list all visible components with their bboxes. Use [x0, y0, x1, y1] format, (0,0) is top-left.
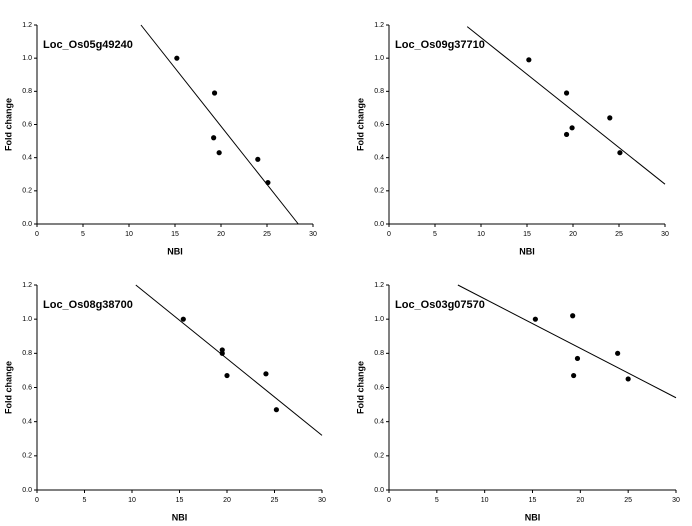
y-tick-label: 1.2: [374, 22, 384, 29]
y-axis-label: Fold change: [355, 361, 365, 414]
point: [532, 316, 538, 322]
y-tick-label: 0.2: [22, 188, 32, 195]
x-axis-label: NBI: [167, 246, 183, 256]
x-tick-label: 0: [387, 231, 391, 238]
point: [574, 355, 581, 362]
annotation: Loc_Os05g49240: [43, 39, 133, 51]
y-tick-label: 0.8: [22, 350, 32, 357]
x-tick-label: 20: [223, 497, 231, 504]
y-tick-label: 0.2: [22, 453, 32, 460]
point: [569, 125, 575, 131]
x-axis-label: NBI: [519, 246, 535, 256]
point: [563, 131, 570, 138]
y-tick-label: 1.0: [374, 55, 384, 62]
y-tick-label: 0.0: [22, 487, 32, 494]
y-tick-label: 1.0: [374, 316, 384, 323]
x-tick-label: 15: [529, 497, 537, 504]
y-tick-label: 0.6: [374, 384, 384, 391]
trendline: [140, 24, 299, 225]
x-tick-label: 5: [435, 497, 439, 504]
point: [571, 372, 577, 379]
point: [255, 156, 261, 162]
y-tick-label: 0.2: [374, 453, 384, 460]
x-tick-label: 5: [81, 231, 85, 238]
y-tick-label: 0.4: [374, 155, 384, 162]
y-tick-label: 0.4: [374, 419, 384, 426]
y-tick-label: 0.8: [22, 88, 32, 95]
x-tick-label: 25: [624, 497, 632, 504]
x-tick-label: 30: [309, 231, 317, 238]
y-tick-label: 1.2: [374, 282, 384, 289]
y-tick-label: 0.0: [374, 221, 384, 228]
annotation: Loc_Os03g07570: [395, 299, 485, 311]
x-tick-label: 0: [387, 497, 391, 504]
point: [526, 57, 532, 63]
x-tick-label: 5: [83, 497, 87, 504]
x-tick-label: 15: [523, 231, 531, 238]
y-tick-label: 0.4: [22, 155, 32, 162]
point: [180, 316, 186, 322]
point: [219, 350, 225, 356]
y-tick-label: 1.2: [22, 282, 32, 289]
annotation: Loc_Os09g37710: [395, 39, 485, 51]
point: [625, 376, 631, 382]
x-tick-label: 30: [672, 497, 680, 504]
point: [211, 90, 218, 96]
x-axis-label: NBI: [172, 512, 188, 522]
trendline: [466, 26, 666, 185]
y-tick-label: 0.0: [374, 487, 384, 494]
x-tick-label: 30: [318, 497, 326, 504]
point: [273, 407, 279, 413]
point: [174, 55, 180, 61]
y-tick-label: 0.8: [374, 350, 384, 357]
y-tick-label: 0.8: [374, 88, 384, 95]
x-tick-label: 20: [576, 497, 584, 504]
y-tick-label: 0.4: [22, 419, 32, 426]
point: [570, 313, 576, 319]
trendline: [135, 284, 323, 436]
point: [607, 115, 613, 121]
x-tick-label: 25: [263, 231, 271, 238]
x-tick-label: 10: [128, 497, 136, 504]
y-tick-label: 0.6: [22, 121, 32, 128]
y-tick-label: 0.2: [374, 188, 384, 195]
y-tick-label: 0.0: [22, 221, 32, 228]
y-axis-label: Fold change: [3, 98, 13, 151]
point: [216, 150, 222, 156]
y-axis-label: Fold change: [355, 98, 365, 151]
x-tick-label: 0: [35, 497, 39, 504]
x-tick-label: 15: [176, 497, 184, 504]
point: [617, 150, 623, 156]
y-tick-label: 1.2: [22, 22, 32, 29]
x-tick-label: 10: [481, 497, 489, 504]
x-tick-label: 0: [35, 231, 39, 238]
point: [265, 179, 271, 186]
x-tick-label: 10: [125, 231, 133, 238]
trendline: [457, 284, 677, 399]
x-axis-label: NBI: [525, 512, 541, 522]
point: [263, 371, 269, 377]
point: [563, 90, 570, 96]
x-tick-label: 20: [217, 231, 225, 238]
x-tick-label: 10: [477, 231, 485, 238]
x-tick-label: 30: [661, 231, 669, 238]
x-tick-label: 5: [433, 231, 437, 238]
x-tick-label: 25: [615, 231, 623, 238]
y-tick-label: 0.6: [374, 121, 384, 128]
x-tick-label: 25: [271, 497, 279, 504]
y-axis-label: Fold change: [3, 361, 13, 414]
annotation: Loc_Os08g38700: [43, 299, 133, 311]
y-tick-label: 1.0: [22, 55, 32, 62]
point: [211, 135, 217, 141]
y-tick-label: 1.0: [22, 316, 32, 323]
y-tick-label: 0.6: [22, 384, 32, 391]
x-tick-label: 15: [171, 231, 179, 238]
x-tick-label: 20: [569, 231, 577, 238]
point: [615, 350, 621, 356]
point: [224, 372, 230, 379]
